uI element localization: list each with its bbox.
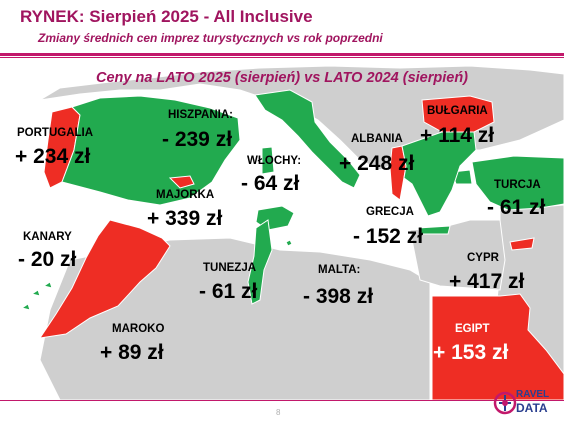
region-shape-włochy [261, 146, 275, 175]
region-name-wlochy: WŁOCHY: [247, 155, 302, 167]
region-value-turcja: - 61 zł [487, 196, 546, 219]
region-name-maroko: MAROKO [112, 323, 165, 335]
region-value-maroko: + 89 zł [100, 341, 164, 364]
mediterranean-map [0, 60, 564, 400]
region-name-cypr: CYPR [467, 252, 499, 264]
region-value-egipt: + 153 zł [433, 341, 509, 364]
region-name-malta: MALTA: [318, 264, 361, 276]
region-value-albania: + 248 zł [339, 152, 415, 175]
logo-line1: RAVEL [516, 389, 550, 400]
region-shape-tunezja [247, 219, 273, 305]
slide-title: RYNEK: Sierpień 2025 - All Inclusive [20, 7, 313, 26]
region-shape-turcja [471, 155, 564, 211]
region-name-grecja: GRECJA [366, 206, 414, 218]
slide-subtitle: Zmiany średnich cen imprez turystycznych… [38, 31, 383, 45]
region-name-hiszpania: HISZPANIA: [168, 109, 233, 121]
region-value-tunezja: - 61 zł [199, 280, 258, 303]
region-shape-grecja [417, 225, 451, 235]
region-shape-maroko [38, 219, 171, 339]
page-number: 8 [276, 408, 281, 417]
region-shape-grecja [401, 131, 477, 217]
region-shape-cypr [509, 237, 535, 251]
region-value-bulgaria: + 114 zł [420, 124, 495, 147]
region-value-kanary: - 20 zł [18, 248, 77, 271]
region-shape-kanary [42, 281, 53, 289]
region-value-malta: - 398 zł [303, 285, 374, 308]
footer-divider [0, 400, 564, 401]
region-name-majorka: MAJORKA [156, 189, 215, 201]
region-name-bulgaria: BUŁGARIA [427, 105, 488, 117]
region-shape-malta [285, 239, 293, 247]
region-name-portugalia: PORTUGALIA [17, 127, 94, 139]
region-name-tunezja: TUNEZJA [203, 262, 257, 274]
logo-line2: DATA [516, 401, 548, 415]
region-value-cypr: + 417 zł [449, 270, 525, 293]
region-value-portugalia: + 234 zł [15, 145, 91, 168]
region-name-kanary: KANARY [23, 231, 72, 243]
header-divider-thin [0, 57, 564, 58]
region-name-egipt: EGIPT [455, 323, 490, 335]
region-value-wlochy: - 64 zł [241, 172, 300, 195]
region-value-hiszpania: - 239 zł [162, 128, 233, 151]
region-name-turcja: TURCJA [494, 179, 541, 191]
map-heading: Ceny na LATO 2025 (sierpień) vs LATO 202… [95, 70, 469, 86]
region-shape-kanary [30, 289, 41, 297]
region-shape-kanary [20, 303, 31, 311]
region-value-majorka: + 339 zł [147, 207, 223, 230]
region-value-grecja: - 152 zł [353, 225, 424, 248]
map-regions [20, 89, 564, 400]
travel-data-logo: RAVEL DATA [493, 386, 557, 420]
header-divider [0, 53, 564, 56]
region-shape-bułgaria [421, 95, 495, 133]
logo-mark [493, 391, 517, 415]
region-name-albania: ALBANIA [351, 133, 403, 145]
region-shape-hiszpania [61, 95, 241, 206]
region-shape-włochy [254, 89, 361, 189]
region-shape-majorka [168, 175, 195, 189]
region-shape-egipt [431, 293, 564, 400]
